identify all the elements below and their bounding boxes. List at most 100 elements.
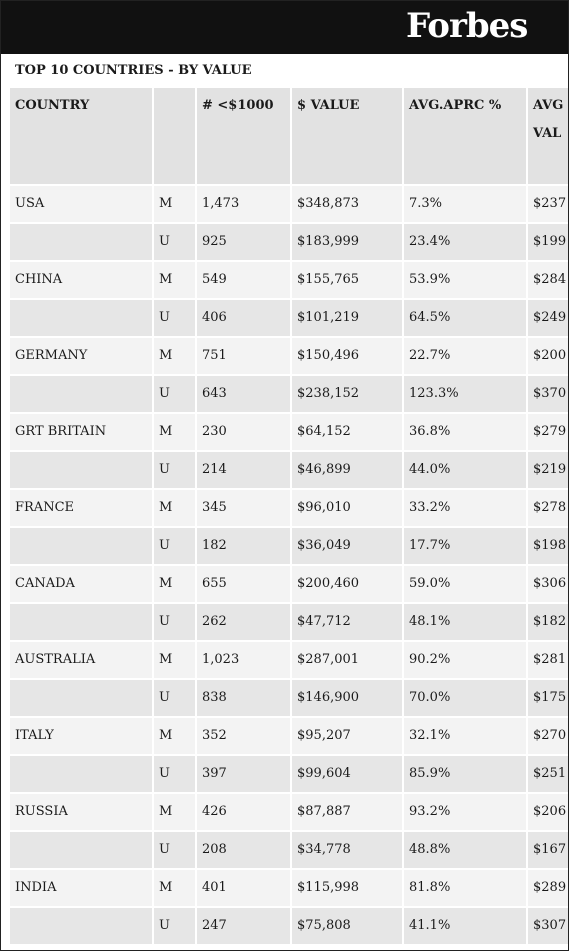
cell-country bbox=[10, 224, 152, 260]
cell-value: $96,010 bbox=[292, 490, 402, 526]
cell-avg-aprc: 53.9% bbox=[404, 262, 526, 298]
cell-avg-value: $270 bbox=[528, 718, 568, 754]
cell-avg-aprc: 44.0% bbox=[404, 452, 526, 488]
cell-country: INDIA bbox=[10, 870, 152, 906]
cell-avg-value: $289 bbox=[528, 870, 568, 906]
cell-country: ITALY bbox=[10, 718, 152, 754]
cell-type: U bbox=[154, 224, 195, 260]
cell-avg-aprc: 70.0% bbox=[404, 680, 526, 716]
cell-country bbox=[10, 452, 152, 488]
cell-country: GERMANY bbox=[10, 338, 152, 374]
cell-avg-value: $249 bbox=[528, 300, 568, 336]
column-header-avg-aprc: AVG.APRC % bbox=[404, 88, 526, 184]
cell-value: $75,808 bbox=[292, 908, 402, 944]
cell-avg-aprc: 64.5% bbox=[404, 300, 526, 336]
cell-avg-value: $175 bbox=[528, 680, 568, 716]
cell-value: $115,998 bbox=[292, 870, 402, 906]
cell-value: $238,152 bbox=[292, 376, 402, 412]
cell-country: AUSTRALIA bbox=[10, 642, 152, 678]
cell-type: M bbox=[154, 490, 195, 526]
cell-count: 655 bbox=[197, 566, 290, 602]
cell-country: USA bbox=[10, 186, 152, 222]
cell-type: M bbox=[154, 414, 195, 450]
cell-count: 426 bbox=[197, 794, 290, 830]
cell-avg-value: $307 bbox=[528, 908, 568, 944]
cell-count: 397 bbox=[197, 756, 290, 792]
cell-avg-value: $198 bbox=[528, 528, 568, 564]
cell-avg-aprc: 81.8% bbox=[404, 870, 526, 906]
cell-count: 208 bbox=[197, 832, 290, 868]
cell-value: $36,049 bbox=[292, 528, 402, 564]
cell-country: GRT BRITAIN bbox=[10, 414, 152, 450]
cell-avg-value: $251 bbox=[528, 756, 568, 792]
column-header-country: COUNTRY bbox=[10, 88, 152, 184]
cell-country bbox=[10, 376, 152, 412]
cell-type: M bbox=[154, 338, 195, 374]
cell-type: U bbox=[154, 452, 195, 488]
cell-type: M bbox=[154, 186, 195, 222]
cell-count: 352 bbox=[197, 718, 290, 754]
cell-type: U bbox=[154, 756, 195, 792]
cell-country bbox=[10, 604, 152, 640]
cell-value: $150,496 bbox=[292, 338, 402, 374]
cell-count: 214 bbox=[197, 452, 290, 488]
cell-value: $183,999 bbox=[292, 224, 402, 260]
cell-count: 643 bbox=[197, 376, 290, 412]
cell-country: CHINA bbox=[10, 262, 152, 298]
cell-avg-value: $219 bbox=[528, 452, 568, 488]
cell-country: CANADA bbox=[10, 566, 152, 602]
cell-count: 925 bbox=[197, 224, 290, 260]
cell-value: $287,001 bbox=[292, 642, 402, 678]
cell-count: 230 bbox=[197, 414, 290, 450]
cell-avg-value: $370 bbox=[528, 376, 568, 412]
cell-value: $348,873 bbox=[292, 186, 402, 222]
cell-avg-value: $206 bbox=[528, 794, 568, 830]
cell-country bbox=[10, 300, 152, 336]
cell-type: U bbox=[154, 528, 195, 564]
cell-avg-aprc: 123.3% bbox=[404, 376, 526, 412]
cell-value: $64,152 bbox=[292, 414, 402, 450]
cell-count: 549 bbox=[197, 262, 290, 298]
cell-type: M bbox=[154, 262, 195, 298]
cell-avg-aprc: 32.1% bbox=[404, 718, 526, 754]
cell-avg-aprc: 59.0% bbox=[404, 566, 526, 602]
cell-type: M bbox=[154, 718, 195, 754]
cell-value: $200,460 bbox=[292, 566, 402, 602]
cell-avg-value: $284 bbox=[528, 262, 568, 298]
column-header-count: # <$1000 bbox=[197, 88, 290, 184]
cell-count: 1,473 bbox=[197, 186, 290, 222]
cell-avg-value: $306 bbox=[528, 566, 568, 602]
cell-avg-value: $237 bbox=[528, 186, 568, 222]
cell-type: U bbox=[154, 376, 195, 412]
cell-value: $155,765 bbox=[292, 262, 402, 298]
cell-country bbox=[10, 832, 152, 868]
cell-type: U bbox=[154, 300, 195, 336]
cell-type: U bbox=[154, 604, 195, 640]
cell-avg-aprc: 36.8% bbox=[404, 414, 526, 450]
cell-avg-aprc: 48.8% bbox=[404, 832, 526, 868]
cell-type: U bbox=[154, 832, 195, 868]
table-caption: TOP 10 COUNTRIES - BY VALUE bbox=[10, 54, 568, 88]
cell-count: 751 bbox=[197, 338, 290, 374]
cell-count: 1,023 bbox=[197, 642, 290, 678]
forbes-logo[interactable]: Forbes bbox=[406, 6, 528, 46]
cell-avg-aprc: 48.1% bbox=[404, 604, 526, 640]
cell-avg-aprc: 41.1% bbox=[404, 908, 526, 944]
cell-country: RUSSIA bbox=[10, 794, 152, 830]
cell-count: 406 bbox=[197, 300, 290, 336]
cell-value: $99,604 bbox=[292, 756, 402, 792]
cell-type: U bbox=[154, 908, 195, 944]
cell-avg-aprc: 22.7% bbox=[404, 338, 526, 374]
cell-avg-value: $279 bbox=[528, 414, 568, 450]
cell-value: $46,899 bbox=[292, 452, 402, 488]
countries-table: TOP 10 COUNTRIES - BY VALUE COUNTRY # <$… bbox=[10, 54, 568, 950]
site-header: Forbes bbox=[1, 1, 568, 54]
cell-avg-value: $182 bbox=[528, 604, 568, 640]
cell-avg-aprc: 85.9% bbox=[404, 756, 526, 792]
cell-type: U bbox=[154, 680, 195, 716]
cell-type: M bbox=[154, 794, 195, 830]
cell-count: 182 bbox=[197, 528, 290, 564]
cell-country bbox=[10, 908, 152, 944]
cell-type: M bbox=[154, 870, 195, 906]
cell-count: 345 bbox=[197, 490, 290, 526]
